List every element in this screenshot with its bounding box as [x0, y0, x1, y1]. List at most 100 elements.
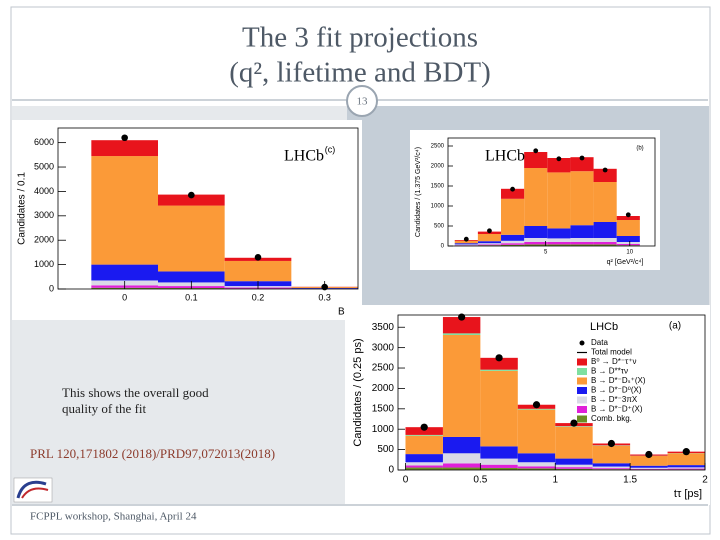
histogram-segment [442, 467, 481, 470]
legend-label: B → D**τν [591, 367, 628, 376]
histogram-segment [517, 468, 556, 470]
body-text: quality of the fit [62, 401, 147, 416]
data-point [495, 354, 503, 362]
histogram-segment [524, 242, 548, 245]
x-axis-label: q² [GeV²/c⁴] [607, 259, 644, 266]
histogram-segment [547, 244, 571, 246]
x-tick-label: 1.5 [623, 475, 637, 486]
page-number-badge [346, 85, 378, 117]
experiment-label: LHCb [590, 321, 618, 333]
footer: FCPPL workshop, Shanghai, April 24 [30, 511, 197, 523]
y-tick-label: 0 [441, 244, 445, 250]
histogram-segment [442, 463, 481, 468]
histogram-segment [405, 462, 443, 466]
x-tick-label: 0 [122, 292, 127, 302]
legend-swatch [577, 377, 587, 385]
plot-frame [447, 137, 656, 247]
data-point [254, 253, 262, 261]
logo-shape [16, 480, 47, 499]
y-tick-label: 500 [434, 224, 445, 230]
histogram-segment [405, 427, 443, 435]
x-tick-label: 1 [552, 475, 558, 486]
histogram-segment [592, 445, 631, 464]
slide-title: The 3 fit projections [242, 22, 478, 54]
histogram-segment [570, 242, 594, 245]
histogram-segment [524, 152, 548, 168]
histogram-segment [405, 434, 443, 436]
reference: PRL 120,171802 (2018)/PRD97,072013(2018) [30, 446, 275, 461]
histogram-segment [630, 467, 668, 469]
x-tick-label: 0.1 [185, 292, 198, 302]
histogram-segment [592, 468, 631, 470]
histogram-segment [555, 468, 593, 470]
histogram-segment [501, 188, 525, 199]
y-tick-label: 0 [49, 283, 54, 293]
data-point [420, 423, 428, 431]
legend-label: B → D*⁻D⁰(X) [591, 386, 642, 395]
data-point [556, 156, 562, 162]
histogram-segment [667, 468, 705, 470]
histogram-segment [555, 467, 593, 469]
histogram-segment [480, 446, 518, 459]
histogram-segment [592, 463, 631, 467]
histogram-segment [477, 243, 502, 245]
legend-label: Comb. bkg. [591, 414, 632, 423]
histogram-segment [477, 234, 502, 242]
histogram-segment [501, 244, 525, 246]
histogram-segment [570, 225, 594, 238]
y-tick-label: 500 [377, 444, 394, 455]
y-tick-label: 1500 [431, 184, 445, 190]
panel-label: (a) [669, 321, 681, 332]
y-tick-label: 5000 [34, 161, 54, 171]
x-tick-label: 0 [403, 475, 409, 486]
histogram-segment [593, 244, 617, 246]
histogram-segment [480, 464, 518, 468]
histogram-segment [477, 244, 502, 246]
histogram-segment [616, 216, 640, 220]
histogram-segment [454, 240, 478, 244]
histogram-segment [480, 369, 518, 371]
histogram-segment [555, 426, 593, 459]
histogram-segment [91, 140, 158, 157]
legend-label: B → D*⁻D⁺(X) [591, 405, 643, 414]
x-axis-label: tτ [ps] [674, 488, 702, 500]
y-tick-label: 2000 [34, 235, 54, 245]
histogram-segment [224, 260, 292, 282]
histogram-segment [547, 228, 571, 239]
y-tick-label: 3000 [34, 210, 54, 220]
y-tick-label: 2000 [372, 383, 395, 394]
experiment-label: LHCb [284, 148, 324, 165]
histogram-segment [158, 271, 225, 283]
panel-label: (b) [636, 146, 643, 152]
figure: 0 500 1000 1500 2000 2500 3000 3500 0 0.5 1 1.5 2 Can… [345, 305, 710, 505]
histogram-segment [158, 194, 225, 206]
histogram-segment [477, 241, 502, 244]
histogram-segment [442, 436, 481, 454]
histogram-segment [593, 238, 617, 242]
histogram-segment [593, 242, 617, 245]
histogram-segment [616, 244, 640, 246]
histogram-segment [667, 467, 705, 469]
data-point [532, 401, 541, 409]
histogram-segment [593, 182, 617, 222]
histogram-segment [442, 334, 481, 437]
histogram-segment [454, 243, 478, 245]
y-tick-label: 0 [388, 465, 394, 476]
histogram-segment [570, 244, 594, 246]
histogram-segment [524, 238, 548, 242]
page-number: 13 [357, 96, 369, 108]
histogram-segment [158, 205, 225, 272]
histogram-segment [616, 220, 640, 236]
legend-label: B → D*⁻Dₛ⁺(X) [591, 376, 646, 385]
histogram-segment [517, 462, 556, 467]
data-point [121, 134, 128, 142]
logo-shape [21, 487, 49, 499]
histogram-segment [517, 466, 556, 469]
histogram-segment [547, 158, 571, 173]
y-tick-label: 1000 [372, 424, 395, 435]
histogram-segment [547, 238, 571, 242]
histogram-segment [630, 455, 668, 466]
histogram-segment [480, 467, 518, 470]
histogram-segment [442, 333, 481, 335]
